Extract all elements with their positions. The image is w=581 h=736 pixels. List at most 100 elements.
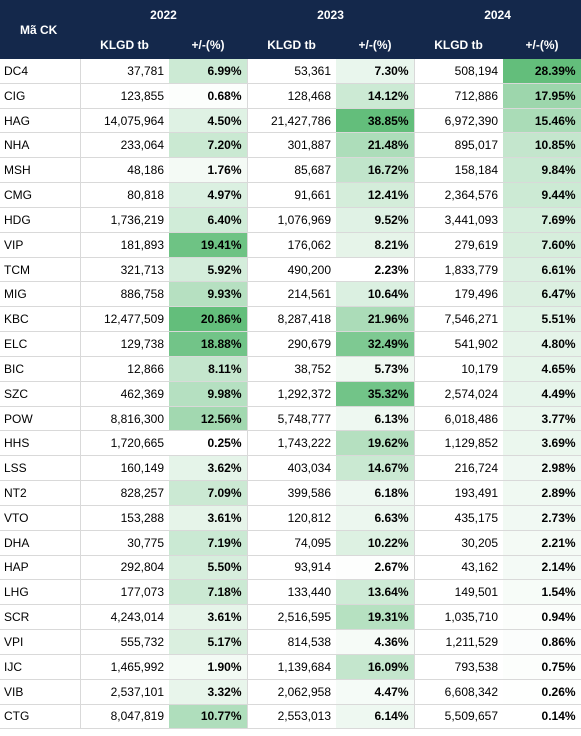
volume-2023-cell: 290,679 — [247, 331, 337, 357]
change-2023-cell: 19.31% — [336, 604, 415, 631]
change-2022-cell: 12.56% — [169, 406, 248, 432]
volume-2022-cell: 177,073 — [80, 579, 169, 606]
table-row: DHA 30,775 7.19% 74,095 10.22% 30,205 2.21% — [0, 530, 581, 556]
volume-2022-cell: 12,477,509 — [80, 306, 169, 333]
stock-code-cell: DHA — [0, 530, 81, 556]
stock-code-cell: HDG — [0, 207, 81, 233]
change-2024-cell: 7.60% — [503, 232, 581, 258]
change-2024-cell: 2.89% — [503, 480, 581, 506]
volume-2023-cell: 53,361 — [247, 59, 337, 84]
volume-2024-cell: 3,441,093 — [414, 207, 504, 233]
change-2022-cell: 5.17% — [169, 629, 248, 655]
change-2022-cell: 9.93% — [169, 281, 248, 308]
column-header-change-2024: +/-(%) — [503, 30, 581, 59]
change-2023-cell: 35.32% — [336, 381, 415, 407]
change-2024-cell: 15.46% — [503, 108, 581, 134]
volume-2023-cell: 38,752 — [247, 356, 337, 382]
change-2022-cell: 6.40% — [169, 207, 248, 233]
change-2023-cell: 32.49% — [336, 331, 415, 357]
volume-2024-cell: 279,619 — [414, 232, 504, 258]
volume-2022-cell: 37,781 — [80, 59, 169, 84]
volume-2023-cell: 1,076,969 — [247, 207, 337, 233]
volume-2024-cell: 508,194 — [414, 59, 504, 84]
stock-code-cell: NHA — [0, 132, 81, 159]
volume-2022-cell: 8,816,300 — [80, 406, 169, 432]
change-2023-cell: 10.64% — [336, 281, 415, 308]
table-row: CIG 123,855 0.68% 128,468 14.12% 712,886 17.95… — [0, 83, 581, 109]
volume-2024-cell: 10,179 — [414, 356, 504, 382]
stock-code-cell: HHS — [0, 430, 81, 457]
change-2024-cell: 2.21% — [503, 530, 581, 556]
stock-code-cell: ELC — [0, 331, 81, 357]
table-row: VIP 181,893 19.41% 176,062 8.21% 279,619 7.60% — [0, 232, 581, 258]
change-2024-cell: 4.49% — [503, 381, 581, 407]
change-2023-cell: 4.47% — [336, 679, 415, 705]
volume-2023-cell: 176,062 — [247, 232, 337, 258]
change-2023-cell: 16.09% — [336, 654, 415, 680]
table-row: SZC 462,369 9.98% 1,292,372 35.32% 2,574,024 4… — [0, 381, 581, 407]
change-2023-cell: 12.41% — [336, 182, 415, 208]
volume-2024-cell: 30,205 — [414, 530, 504, 556]
table-row: VTO 153,288 3.61% 120,812 6.63% 435,175 2.73% — [0, 505, 581, 531]
volume-2024-cell: 1,129,852 — [414, 430, 504, 457]
table-row: MIG 886,758 9.93% 214,561 10.64% 179,496 6.47% — [0, 281, 581, 308]
change-2022-cell: 3.32% — [169, 679, 248, 705]
volume-2023-cell: 5,748,777 — [247, 406, 337, 432]
volume-2023-cell: 814,538 — [247, 629, 337, 655]
change-2022-cell: 18.88% — [169, 331, 248, 357]
change-2024-cell: 4.65% — [503, 356, 581, 382]
volume-2022-cell: 462,369 — [80, 381, 169, 407]
volume-2022-cell: 233,064 — [80, 132, 169, 159]
volume-2023-cell: 133,440 — [247, 579, 337, 606]
change-2024-cell: 2.14% — [503, 555, 581, 581]
volume-2022-cell: 160,149 — [80, 455, 169, 482]
table-row: DC4 37,781 6.99% 53,361 7.30% 508,194 28.39% — [0, 59, 581, 84]
change-2024-cell: 28.39% — [503, 59, 581, 84]
volume-2023-cell: 1,292,372 — [247, 381, 337, 407]
change-2023-cell: 21.48% — [336, 132, 415, 159]
change-2022-cell: 10.77% — [169, 704, 248, 730]
volume-2023-cell: 21,427,786 — [247, 108, 337, 134]
volume-2024-cell: 6,018,486 — [414, 406, 504, 432]
volume-2024-cell: 149,501 — [414, 579, 504, 606]
change-2023-cell: 8.21% — [336, 232, 415, 258]
stock-code-cell: LHG — [0, 579, 81, 606]
change-2022-cell: 3.62% — [169, 455, 248, 482]
change-2024-cell: 2.98% — [503, 455, 581, 482]
volume-2022-cell: 153,288 — [80, 505, 169, 531]
volume-2022-cell: 123,855 — [80, 83, 169, 109]
volume-2022-cell: 1,736,219 — [80, 207, 169, 233]
stock-code-cell: MIG — [0, 281, 81, 308]
stock-code-cell: VIP — [0, 232, 81, 258]
volume-2023-cell: 85,687 — [247, 157, 337, 184]
change-2023-cell: 38.85% — [336, 108, 415, 134]
table-row: IJC 1,465,992 1.90% 1,139,684 16.09% 793,538 0… — [0, 654, 581, 680]
change-2023-cell: 2.23% — [336, 257, 415, 283]
volume-2023-cell: 403,034 — [247, 455, 337, 482]
column-header-change-2023: +/-(%) — [336, 30, 415, 59]
change-2022-cell: 4.50% — [169, 108, 248, 134]
column-header-code: Mã CK — [0, 0, 80, 59]
stock-code-cell: DC4 — [0, 59, 81, 84]
volume-2024-cell: 1,035,710 — [414, 604, 504, 631]
volume-2023-cell: 128,468 — [247, 83, 337, 109]
change-2023-cell: 4.36% — [336, 629, 415, 655]
table-row: VPI 555,732 5.17% 814,538 4.36% 1,211,529 0.86… — [0, 629, 581, 655]
change-2022-cell: 5.50% — [169, 555, 248, 581]
change-2023-cell: 5.73% — [336, 356, 415, 382]
stock-code-cell: LSS — [0, 455, 81, 482]
volume-2024-cell: 6,608,342 — [414, 679, 504, 705]
volume-2023-cell: 2,062,958 — [247, 679, 337, 705]
change-2022-cell: 19.41% — [169, 232, 248, 258]
volume-2022-cell: 886,758 — [80, 281, 169, 308]
table-row: CTG 8,047,819 10.77% 2,553,013 6.14% 5,509,65… — [0, 704, 581, 730]
stock-code-cell: CMG — [0, 182, 81, 208]
change-2023-cell: 6.13% — [336, 406, 415, 432]
volume-2022-cell: 129,738 — [80, 331, 169, 357]
volume-2023-cell: 2,553,013 — [247, 704, 337, 730]
stock-code-cell: POW — [0, 406, 81, 432]
volume-2024-cell: 541,902 — [414, 331, 504, 357]
volume-2024-cell: 6,972,390 — [414, 108, 504, 134]
change-2024-cell: 10.85% — [503, 132, 581, 159]
